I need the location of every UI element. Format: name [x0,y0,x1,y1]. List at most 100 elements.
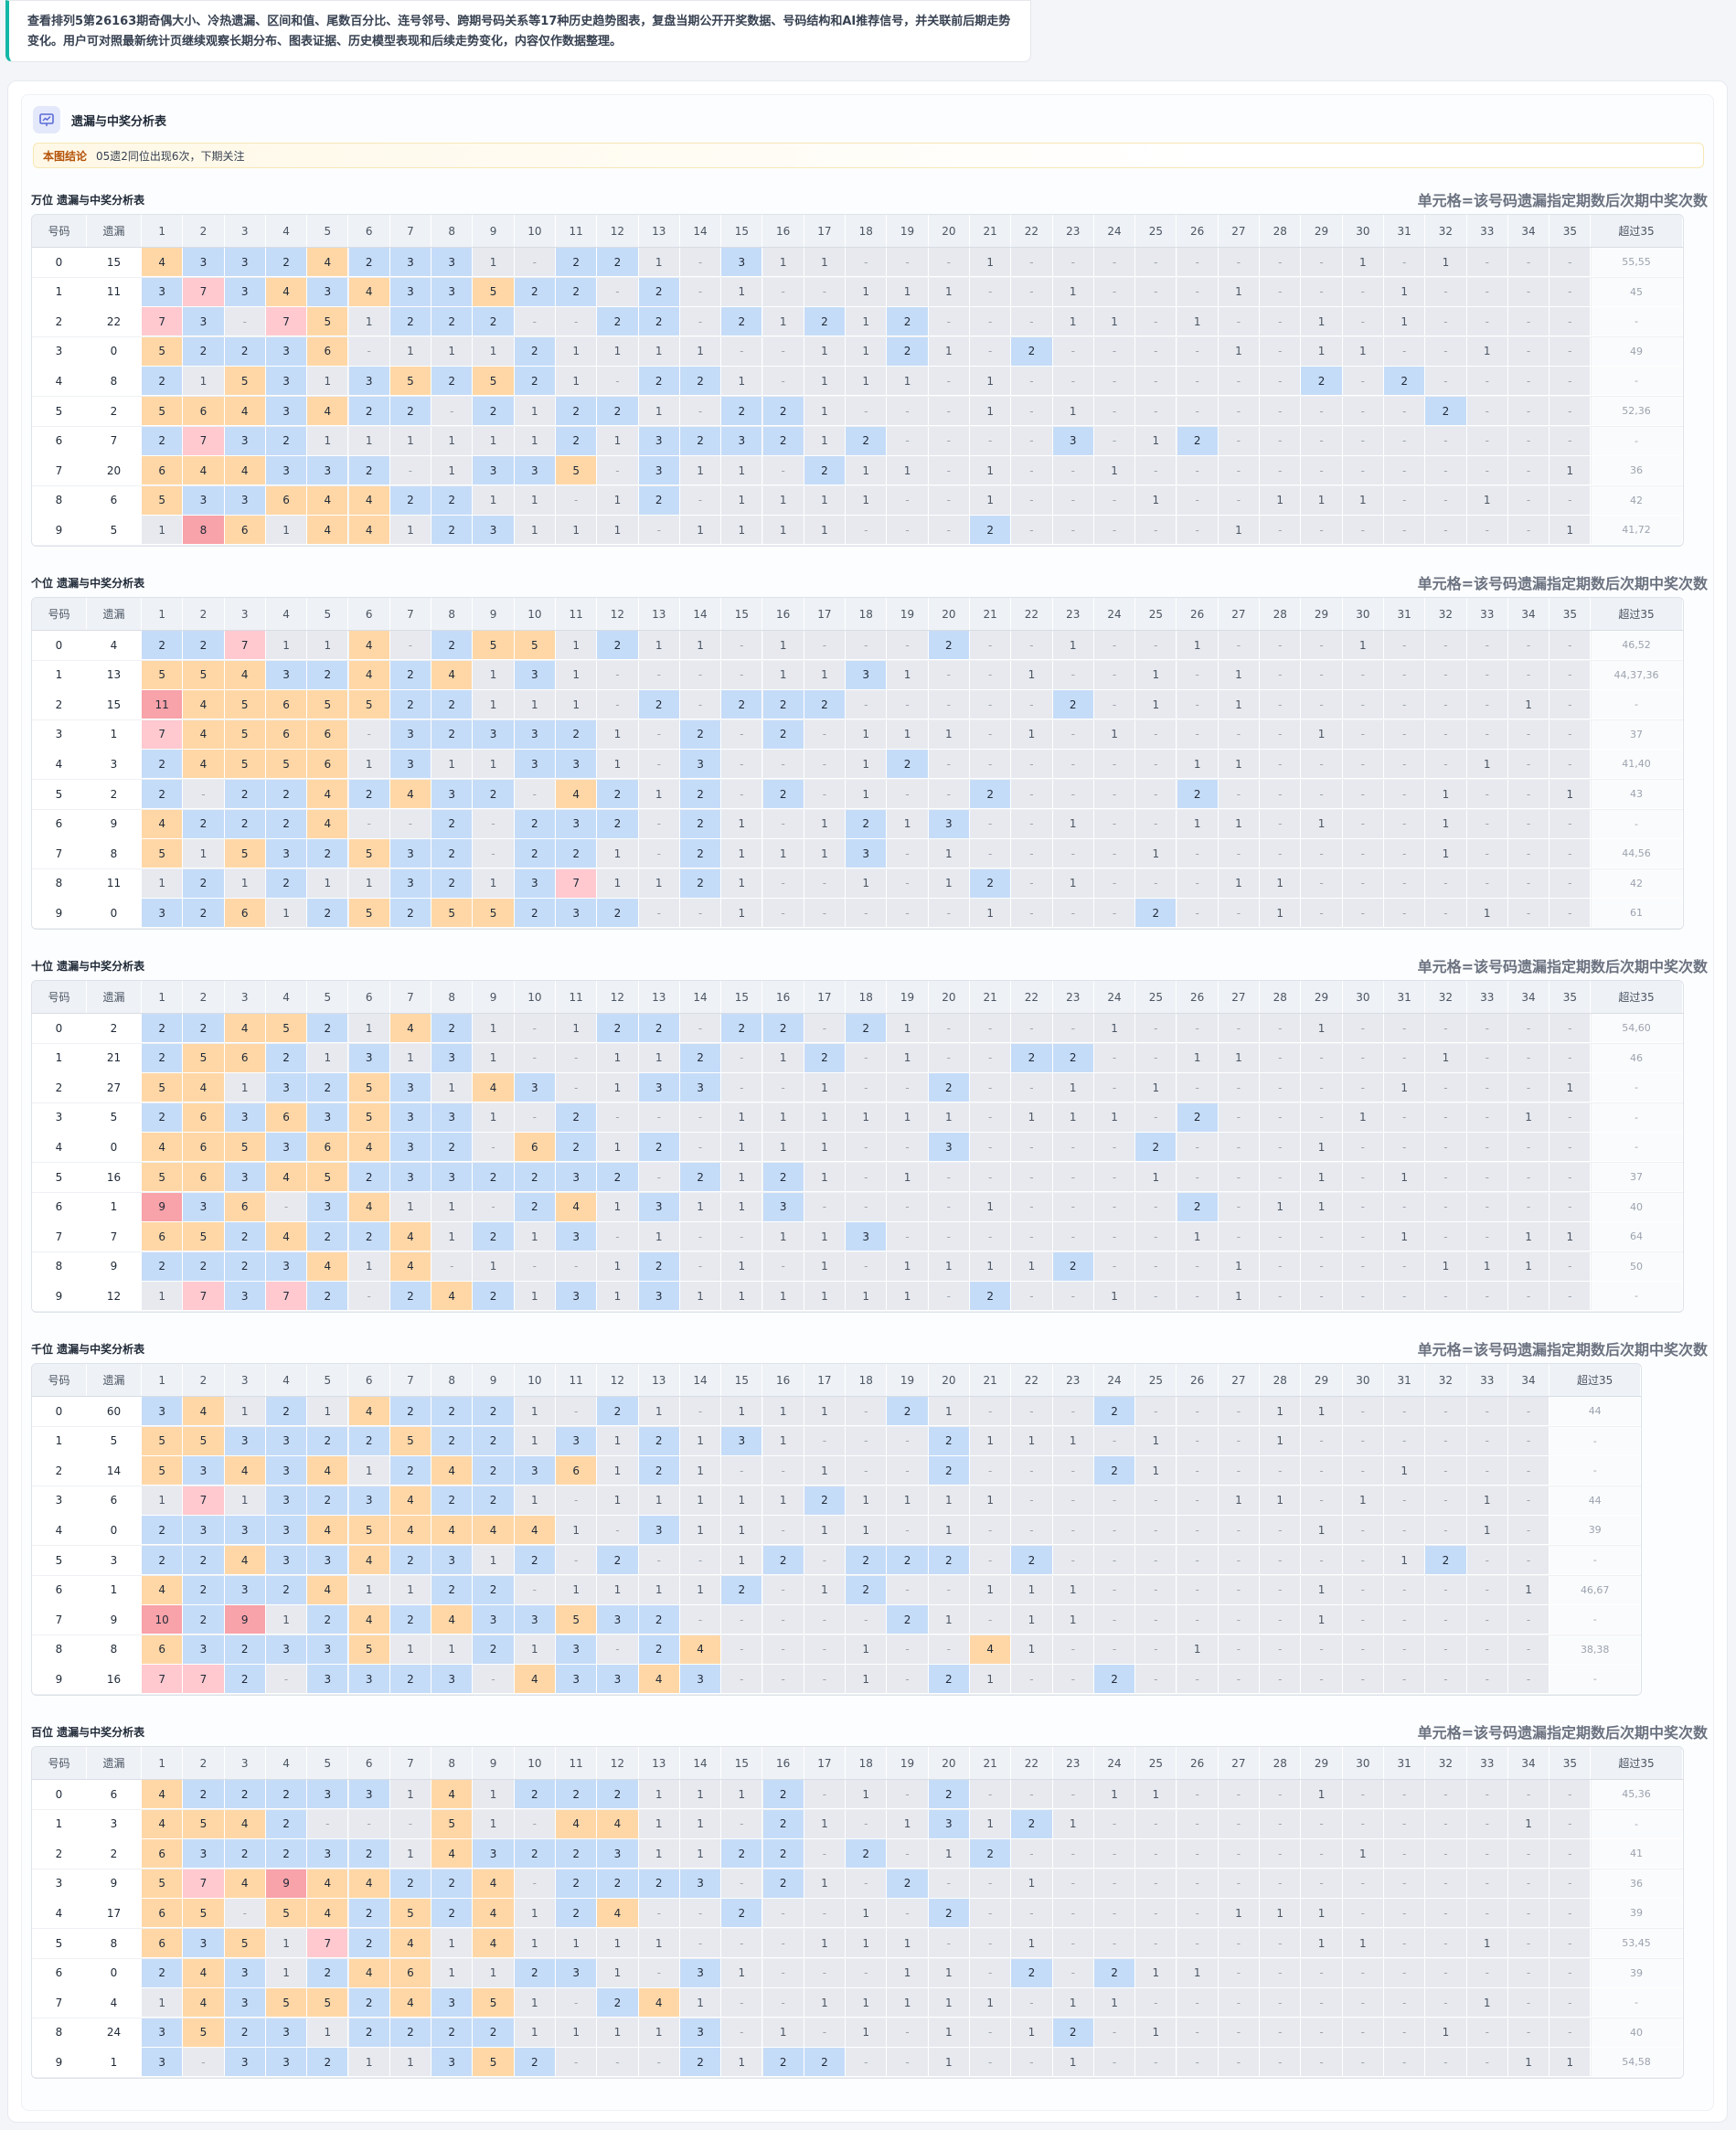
hit-count-cell: 2 [804,456,847,485]
header-period: 22 [1011,1747,1053,1779]
hit-count-cell: 1 [928,336,970,366]
hit-count-cell: 1 [846,485,888,515]
hit-count-cell: 1 [597,719,639,749]
hit-count-cell: - [1177,1014,1219,1042]
hit-count-cell: 1 [762,307,804,336]
hit-count-cell: - [1301,690,1343,719]
hit-count-cell: - [762,1929,804,1957]
hit-count-cell: 2 [514,899,556,928]
hit-count-cell: - [1466,1665,1508,1694]
hit-count-cell: 2 [679,780,722,808]
header-excess: 超过35 [1591,981,1683,1013]
hit-count-cell: 2 [473,1635,515,1664]
section-note: 单元格=该号码遗漏指定期数后次期中奖次数 [1417,958,1708,975]
hit-count-cell: 2 [224,336,266,366]
header-period: 14 [679,1364,722,1396]
hit-count-cell: - [887,839,929,868]
hit-count-cell: 1 [804,248,847,276]
row-excess: 55,55 [1591,248,1683,276]
hit-count-cell: - [1301,2048,1343,2077]
hit-count-cell: 1 [638,397,680,425]
hit-count-cell: - [887,1899,929,1928]
hit-count-cell: - [928,690,970,719]
table-row: 7 8 5 1 5 3 2 5 3 2-2 2 1-2 1 1 1 3-1- - - -1- - - - - -1- - -44,… [32,839,1683,869]
hit-count-cell: 1 [1384,1073,1426,1102]
header-period: 27 [1218,1364,1261,1396]
hit-count-cell: - [1260,1043,1302,1072]
hit-count-cell: 1 [1135,660,1177,689]
hit-count-cell: - [1218,780,1261,808]
hit-count-cell: - [1550,868,1592,898]
hit-count-cell: 4 [473,1929,515,1957]
hit-count-cell: 2 [597,809,639,838]
hit-count-cell: 2 [1011,1809,1053,1838]
hit-count-cell: - [1052,750,1094,779]
hit-count-cell: 1 [473,1251,515,1281]
hit-count-cell: 1 [804,1133,847,1162]
hit-count-cell: 1 [638,1575,680,1604]
hit-count-cell: 2 [431,1899,474,1928]
header-period: 28 [1260,598,1302,630]
header-period: 5 [307,598,349,630]
hit-count-cell: - [1177,1133,1219,1162]
table-row: 7 9 10 2 9 1 2 4 2 4 3 3 5 3 2- - - - -2 1-1 1- - - - -1- - - - - - [32,1605,1641,1635]
hit-count-cell: 1 [597,1282,639,1311]
header-period: 6 [348,215,390,247]
hit-count-cell: - [1507,1929,1550,1957]
hit-count-cell: - [1550,660,1592,689]
row-excess: - [1550,1605,1641,1635]
hit-count-cell: 1 [1011,2018,1053,2047]
hit-count-cell: 3 [142,277,184,306]
hit-count-cell: - [1260,397,1302,425]
header-period: 20 [928,215,970,247]
hit-count-cell: 4 [597,1899,639,1928]
row-number: 6 [32,809,87,838]
hit-count-cell: 2 [1052,690,1094,719]
hit-count-cell: 5 [348,1516,390,1545]
hit-count-cell: 4 [142,809,184,838]
hit-count-cell: 1 [721,1516,763,1545]
hit-count-cell: 1 [721,1958,763,1987]
hit-count-cell: - [1093,690,1136,719]
hit-count-cell: 1 [1550,1222,1592,1251]
header-omission: 遗漏 [87,981,142,1013]
hit-count-cell: 3 [348,1043,390,1072]
hit-count-cell: 1 [1177,1043,1219,1072]
hit-count-cell: - [1011,1133,1053,1162]
hit-count-cell: 3 [183,1456,225,1486]
hit-count-cell: - [1011,631,1053,659]
hit-count-cell: 1 [679,1839,722,1869]
hit-count-cell: 2 [265,1809,308,1838]
hit-count-cell: 1 [721,1282,763,1311]
hit-count-cell: - [389,631,432,659]
hit-count-cell: - [1177,1929,1219,1957]
hit-count-cell: - [1342,1575,1384,1604]
hit-count-cell: - [1260,277,1302,306]
hit-count-cell: - [389,1809,432,1838]
hit-count-cell: 2 [928,1456,970,1486]
hit-count-cell: - [1425,1222,1467,1251]
hit-count-cell: - [1011,1839,1053,1869]
hit-count-cell: 1 [846,1899,888,1928]
hit-count-cell: 7 [556,868,598,898]
hit-count-cell: 1 [846,1102,888,1132]
hit-count-cell: - [1342,426,1384,455]
header-period: 30 [1342,981,1384,1013]
hit-count-cell: 4 [348,1958,390,1987]
hit-count-cell: 1 [224,1486,266,1515]
hit-count-cell: - [1260,1073,1302,1102]
hit-count-cell: 6 [142,1929,184,1957]
hit-count-cell: 1 [389,1575,432,1604]
hit-count-cell: 1 [679,1192,722,1221]
intro-text: 查看排列5第26163期奇偶大小、冷热遗漏、区间和值、尾数百分比、连号邻号、跨期… [5,0,1031,62]
hit-count-cell: 4 [389,780,432,808]
hit-count-cell: 4 [142,1575,184,1604]
hit-count-cell: - [389,809,432,838]
hit-count-cell: 3 [183,1839,225,1869]
row-number: 2 [32,1839,87,1869]
row-excess: 41,40 [1591,750,1683,779]
hit-count-cell: 3 [265,397,308,425]
hit-count-cell: 1 [721,367,763,396]
header-period: 17 [804,598,847,630]
hit-count-cell: 1 [762,1043,804,1072]
